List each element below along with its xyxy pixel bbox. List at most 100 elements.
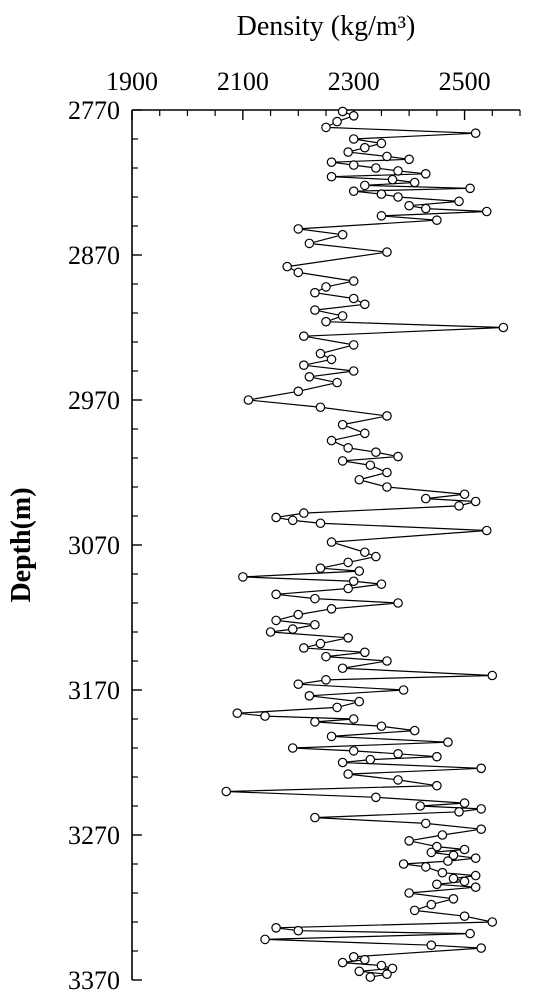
data-marker xyxy=(405,202,413,210)
y-tick-label: 2970 xyxy=(68,386,120,415)
data-marker xyxy=(316,639,324,647)
data-marker xyxy=(394,167,402,175)
data-marker xyxy=(338,231,346,239)
data-marker xyxy=(422,819,430,827)
data-marker xyxy=(471,497,479,505)
x-tick-label: 2500 xyxy=(439,67,491,96)
data-marker xyxy=(333,378,341,386)
data-marker xyxy=(366,461,374,469)
data-marker xyxy=(350,953,358,961)
data-marker xyxy=(327,158,335,166)
x-axis-title: Density (kg/m³) xyxy=(237,11,416,42)
data-marker xyxy=(377,722,385,730)
data-marker xyxy=(477,805,485,813)
data-marker xyxy=(377,190,385,198)
data-marker xyxy=(355,567,363,575)
data-marker xyxy=(405,889,413,897)
data-marker xyxy=(338,664,346,672)
data-marker xyxy=(289,625,297,633)
data-marker xyxy=(350,577,358,585)
data-marker xyxy=(377,961,385,969)
data-marker xyxy=(399,860,407,868)
data-marker xyxy=(350,294,358,302)
data-marker xyxy=(477,944,485,952)
data-marker xyxy=(383,248,391,256)
data-marker xyxy=(283,262,291,270)
data-marker xyxy=(372,793,380,801)
data-marker xyxy=(311,306,319,314)
data-marker xyxy=(383,412,391,420)
data-marker xyxy=(466,184,474,192)
data-marker xyxy=(311,289,319,297)
data-marker xyxy=(361,181,369,189)
data-marker xyxy=(233,709,241,717)
data-marker xyxy=(322,283,330,291)
data-marker xyxy=(460,912,468,920)
data-marker xyxy=(272,924,280,932)
data-marker xyxy=(399,686,407,694)
data-marker xyxy=(350,747,358,755)
data-marker xyxy=(372,164,380,172)
data-marker xyxy=(344,148,352,156)
data-marker xyxy=(355,476,363,484)
data-marker xyxy=(338,107,346,115)
data-marker xyxy=(361,429,369,437)
data-marker xyxy=(372,552,380,560)
data-marker xyxy=(377,212,385,220)
data-marker xyxy=(272,616,280,624)
chart-svg: Density (kg/m³)1900210023002500277028702… xyxy=(0,0,546,1000)
data-marker xyxy=(344,444,352,452)
data-marker xyxy=(272,590,280,598)
data-marker xyxy=(361,300,369,308)
data-marker xyxy=(294,225,302,233)
data-marker xyxy=(350,112,358,120)
data-marker xyxy=(422,494,430,502)
data-marker xyxy=(338,758,346,766)
data-marker xyxy=(350,715,358,723)
data-marker xyxy=(383,970,391,978)
data-marker xyxy=(394,599,402,607)
data-marker xyxy=(438,831,446,839)
data-marker xyxy=(427,900,435,908)
data-marker xyxy=(272,513,280,521)
data-marker xyxy=(444,857,452,865)
data-marker xyxy=(261,935,269,943)
data-marker xyxy=(372,448,380,456)
data-marker xyxy=(289,744,297,752)
data-marker xyxy=(338,457,346,465)
data-marker xyxy=(322,652,330,660)
data-marker xyxy=(261,712,269,720)
data-marker xyxy=(377,139,385,147)
data-marker xyxy=(388,175,396,183)
data-marker xyxy=(433,216,441,224)
data-marker xyxy=(449,895,457,903)
data-marker xyxy=(471,129,479,137)
data-marker xyxy=(383,483,391,491)
data-marker xyxy=(300,332,308,340)
data-marker xyxy=(455,808,463,816)
data-marker xyxy=(294,680,302,688)
x-tick-label: 1900 xyxy=(106,67,158,96)
data-marker xyxy=(422,204,430,212)
data-marker xyxy=(471,883,479,891)
data-marker xyxy=(305,239,313,247)
y-tick-label: 3270 xyxy=(68,821,120,850)
data-marker xyxy=(466,929,474,937)
data-marker xyxy=(305,692,313,700)
x-tick-label: 2300 xyxy=(328,67,380,96)
data-marker xyxy=(410,906,418,914)
data-marker xyxy=(322,318,330,326)
data-marker xyxy=(344,634,352,642)
data-marker xyxy=(361,144,369,152)
data-marker xyxy=(394,452,402,460)
data-marker xyxy=(327,538,335,546)
x-tick-label: 2100 xyxy=(217,67,269,96)
data-marker xyxy=(327,355,335,363)
data-marker xyxy=(350,161,358,169)
data-marker xyxy=(483,207,491,215)
data-marker xyxy=(344,584,352,592)
data-marker xyxy=(327,436,335,444)
data-marker xyxy=(455,197,463,205)
data-marker xyxy=(427,848,435,856)
data-marker xyxy=(327,732,335,740)
